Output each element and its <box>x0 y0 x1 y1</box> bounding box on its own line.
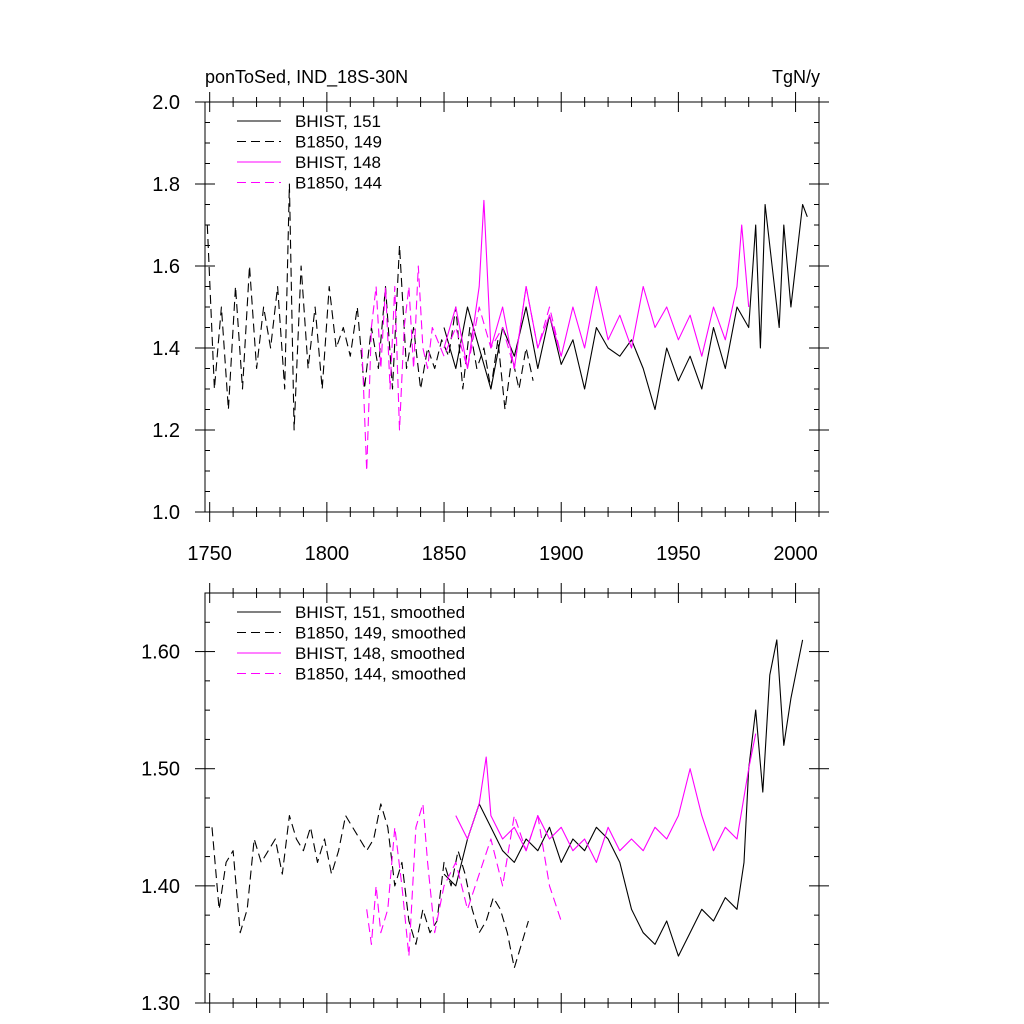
y-tick-label: 1.60 <box>141 642 180 664</box>
legend-label: BHIST, 148 <box>295 153 381 172</box>
bottom-plot-area: 1.30 1.40 1.50 1.60 BHIST, 151, smoothed B185… <box>141 583 829 1015</box>
legend-label: BHIST, 151, smoothed <box>295 603 465 622</box>
legend-label: B1850, 144, smoothed <box>295 665 466 684</box>
chart-units: TgN/y <box>772 67 820 87</box>
series-line-4 <box>361 265 562 472</box>
legend-label: B1850, 149 <box>295 133 382 152</box>
y-tick-label: 1.8 <box>152 174 180 196</box>
series-line-3 <box>455 733 757 863</box>
series-line-1 <box>443 639 804 957</box>
series-line-4 <box>366 803 562 957</box>
x-tick-label: 1850 <box>422 543 467 565</box>
y-tick-label: 1.4 <box>152 338 180 360</box>
chart-title: ponToSed, IND_18S-30N <box>205 67 408 88</box>
legend-label: B1850, 149, smoothed <box>295 624 466 643</box>
series-line-2 <box>206 183 534 431</box>
y-tick-label: 1.0 <box>152 502 180 524</box>
series-line-3 <box>443 199 750 370</box>
legend-label: BHIST, 148, smoothed <box>295 644 465 663</box>
x-tick-label: 1800 <box>305 543 350 565</box>
top-panel: ponToSed, IND_18S-30N TgN/y 1750 1800 1850… <box>152 67 829 565</box>
y-tick-label: 1.40 <box>141 876 180 898</box>
y-tick-label: 1.30 <box>141 993 180 1015</box>
y-tick-label: 1.2 <box>152 420 180 442</box>
series-line-2 <box>211 803 529 969</box>
x-tick-label: 1900 <box>539 543 584 565</box>
x-tick-label: 1750 <box>187 543 232 565</box>
series-line-1 <box>443 203 808 411</box>
legend-label: BHIST, 151 <box>295 112 381 131</box>
y-tick-label: 2.0 <box>152 92 180 114</box>
top-plot-area: 1750 1800 1850 1900 1950 2000 1.0 1.2 1.4 1.6 1.8 2… <box>152 92 829 565</box>
y-tick-label: 1.6 <box>152 256 180 278</box>
legend: BHIST, 151, smoothed B1850, 149, smoothed… <box>237 603 466 684</box>
legend-label: B1850, 144 <box>295 174 382 193</box>
y-tick-label: 1.50 <box>141 759 180 781</box>
x-tick-label: 1950 <box>656 543 701 565</box>
x-tick-label: 2000 <box>773 543 818 565</box>
bottom-panel: 1.30 1.40 1.50 1.60 BHIST, 151, smoothed B185… <box>141 583 829 1015</box>
